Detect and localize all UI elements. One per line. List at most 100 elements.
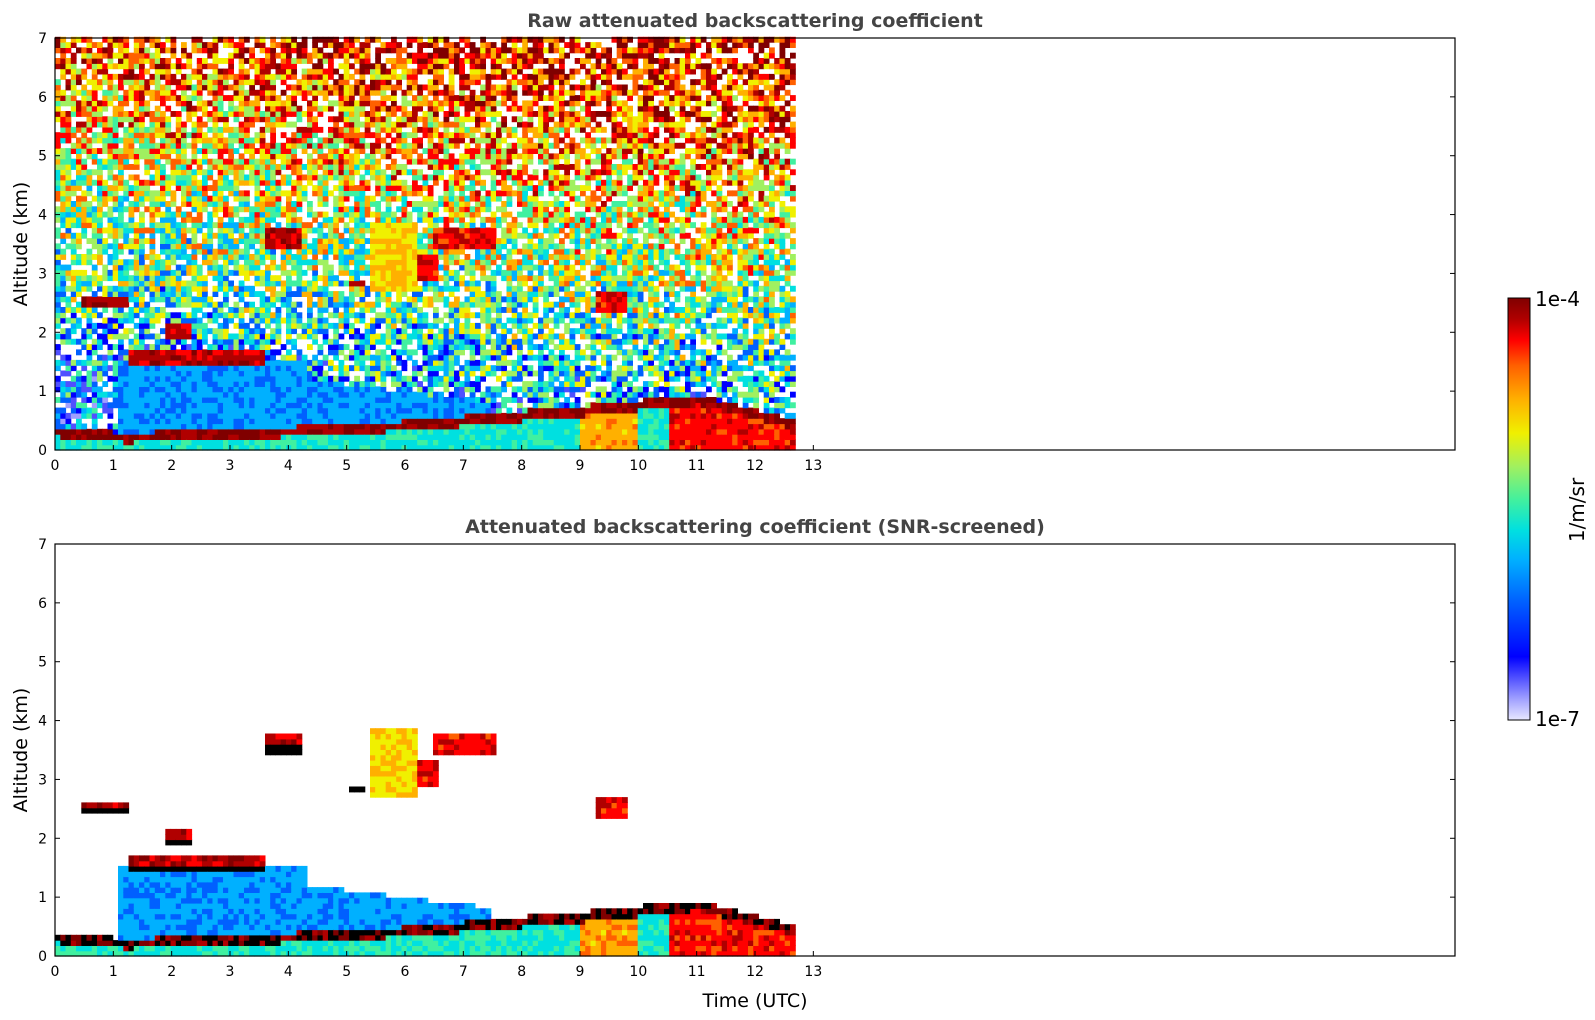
heatmap-cell — [55, 375, 61, 382]
heatmap-cell — [112, 359, 119, 366]
heatmap-cell — [196, 158, 203, 165]
heatmap-cell — [312, 121, 318, 128]
heatmap-cell — [133, 47, 140, 54]
heatmap-cell — [364, 407, 371, 414]
heatmap-cell — [186, 365, 193, 372]
heatmap-cell — [207, 264, 214, 271]
heatmap-cell — [438, 148, 444, 154]
heatmap-cell — [91, 407, 98, 414]
heatmap-cell — [112, 275, 119, 282]
heatmap-cell — [454, 370, 460, 377]
heatmap-cell — [270, 84, 276, 91]
heatmap-cell — [406, 423, 413, 430]
heatmap-cell — [322, 333, 329, 340]
heatmap-cell — [454, 52, 460, 59]
heatmap-cell — [160, 381, 166, 387]
heatmap-cell — [307, 105, 313, 112]
heatmap-cell — [202, 179, 208, 186]
heatmap-cell — [412, 254, 418, 260]
heatmap-cell — [133, 296, 140, 303]
heatmap-cell — [102, 68, 109, 75]
heatmap-cell — [438, 121, 444, 128]
heatmap-cell — [391, 42, 397, 48]
heatmap-cell — [448, 391, 455, 398]
heatmap-cell — [144, 354, 151, 361]
heatmap-cell — [254, 412, 261, 419]
heatmap-cell — [443, 158, 450, 165]
heatmap-cell — [139, 47, 145, 54]
heatmap-cell — [212, 158, 219, 165]
heatmap-cell — [238, 89, 245, 96]
heatmap-cell — [312, 338, 318, 345]
heatmap-cell — [401, 148, 408, 154]
heatmap-cell — [118, 322, 124, 329]
heatmap-cell — [97, 254, 103, 260]
heatmap-cell — [296, 391, 303, 398]
heatmap-cell — [123, 291, 130, 297]
heatmap-cell — [128, 206, 135, 213]
heatmap-cell — [149, 153, 156, 160]
heatmap-cell — [291, 317, 297, 324]
heatmap-cell — [448, 137, 455, 144]
heatmap-cell — [60, 68, 67, 75]
heatmap-cell — [165, 84, 172, 91]
heatmap-cell — [427, 418, 434, 425]
heatmap-cell — [223, 333, 229, 340]
heatmap-cell — [259, 222, 266, 229]
heatmap-cell — [296, 201, 303, 207]
heatmap-cell — [86, 52, 93, 59]
heatmap-cell — [254, 111, 261, 117]
heatmap-cell — [202, 137, 208, 144]
heatmap-cell — [296, 269, 303, 276]
heatmap-cell — [149, 381, 156, 387]
heatmap-cell — [401, 137, 408, 144]
heatmap-cell — [265, 84, 271, 91]
heatmap-cell — [107, 354, 114, 361]
heatmap-cell — [265, 232, 271, 239]
heatmap-cell — [133, 365, 140, 372]
heatmap-cell — [160, 285, 166, 292]
heatmap-cell — [333, 402, 339, 409]
heatmap-cell — [81, 211, 88, 218]
heatmap-cell — [427, 301, 434, 308]
heatmap-cell — [375, 84, 381, 91]
heatmap-cell — [364, 185, 371, 191]
heatmap-cell — [191, 179, 198, 186]
heatmap-cell — [196, 428, 203, 435]
heatmap-cell — [154, 359, 161, 366]
heatmap-cell — [175, 58, 182, 64]
heatmap-cell — [391, 169, 397, 176]
heatmap-cell — [433, 418, 439, 425]
heatmap-cell — [70, 206, 77, 213]
heatmap-cell — [91, 121, 98, 128]
heatmap-cell — [212, 58, 219, 64]
heatmap-cell — [244, 386, 250, 393]
heatmap-cell — [97, 344, 103, 350]
heatmap-cell — [333, 333, 339, 340]
heatmap-cell — [417, 317, 423, 324]
heatmap-cell — [60, 312, 67, 319]
heatmap-cell — [133, 42, 140, 48]
heatmap-cell — [212, 52, 219, 59]
heatmap-cell — [186, 386, 193, 393]
heatmap-cell — [165, 47, 172, 54]
heatmap-cell — [354, 312, 360, 319]
heatmap-cell — [370, 264, 376, 271]
heatmap-cell — [443, 126, 450, 133]
heatmap-cell — [170, 243, 177, 250]
heatmap-cell — [91, 370, 98, 377]
heatmap-cell — [254, 317, 261, 324]
heatmap-cell — [333, 280, 339, 287]
heatmap-cell — [312, 73, 318, 80]
heatmap-cell — [249, 52, 255, 59]
heatmap-cell — [312, 248, 318, 255]
heatmap-cell — [275, 375, 282, 382]
heatmap-cell — [112, 312, 119, 319]
heatmap-cell — [322, 275, 329, 282]
heatmap-cell — [286, 179, 292, 186]
heatmap-cell — [233, 307, 240, 313]
heatmap-cell — [233, 206, 240, 213]
heatmap-cell — [202, 232, 208, 239]
heatmap-cell — [375, 338, 381, 345]
heatmap-cell — [144, 195, 151, 202]
